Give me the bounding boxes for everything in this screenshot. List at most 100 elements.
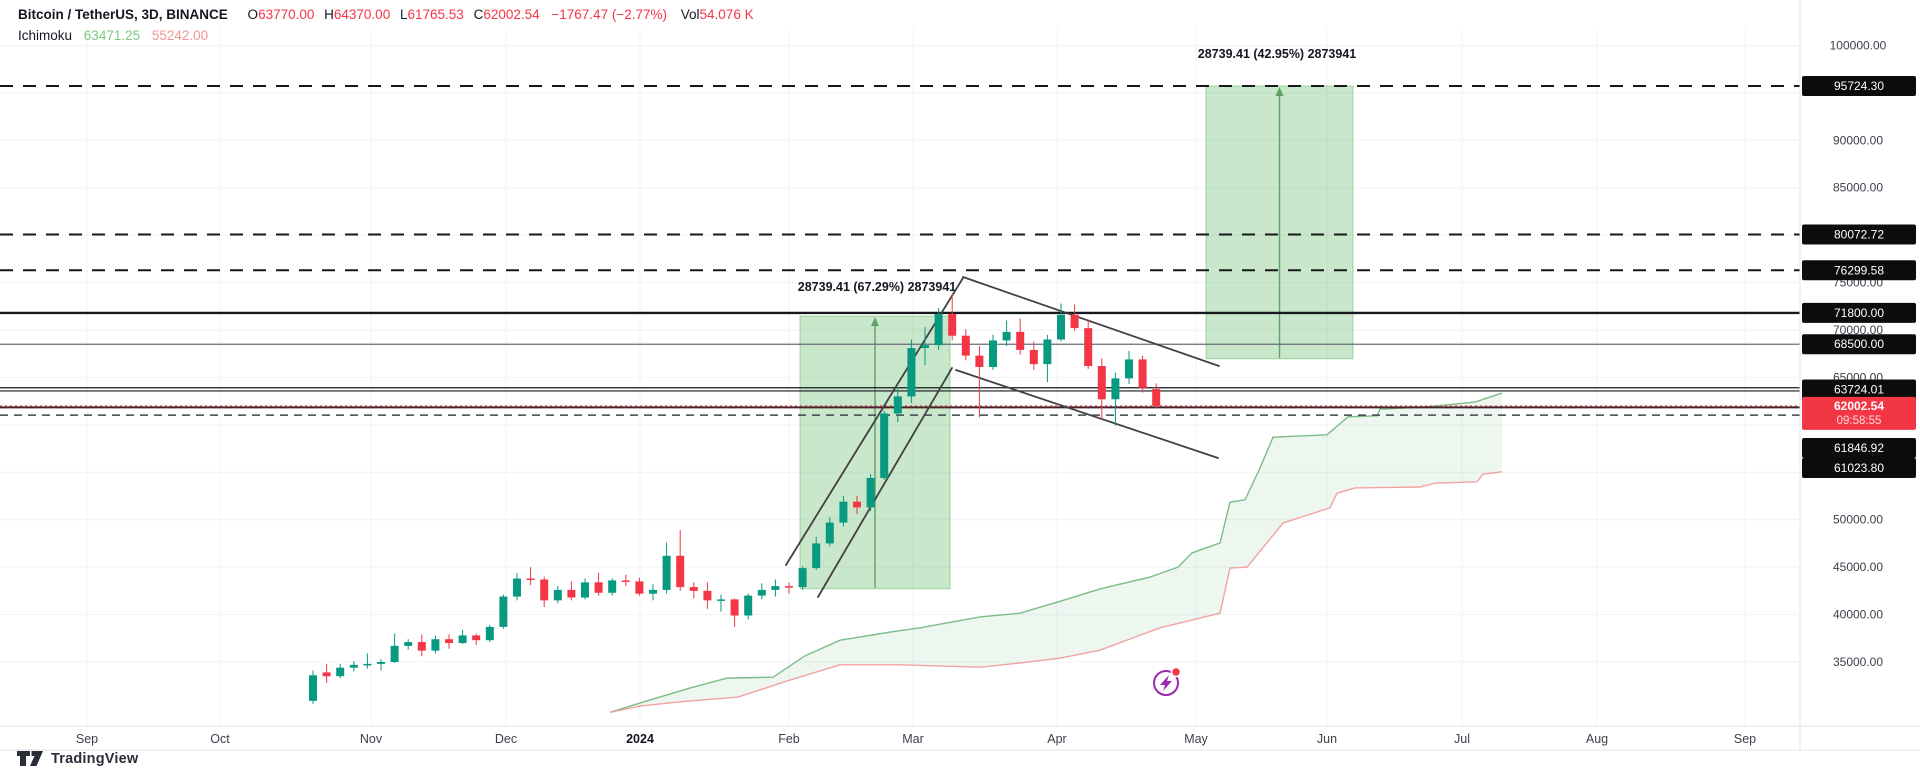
lightning-bolt-icon bbox=[1160, 675, 1172, 691]
candle-body bbox=[839, 501, 848, 523]
price-axis-label: 45000.00 bbox=[1833, 560, 1883, 574]
trendline bbox=[785, 277, 964, 566]
symbol-title[interactable]: Bitcoin / TetherUS, 3D, BINANCE bbox=[18, 7, 228, 22]
candle-body bbox=[621, 580, 630, 582]
notification-dot bbox=[1170, 666, 1182, 678]
time-axis-label: Nov bbox=[360, 732, 383, 746]
price-badge-text: 61023.80 bbox=[1834, 461, 1884, 475]
level-price-badge[interactable]: 71800.00 bbox=[1802, 302, 1916, 323]
price-badge-bg bbox=[1802, 458, 1916, 478]
time-axis-label: Mar bbox=[902, 732, 924, 746]
volume-value: 54.076 K bbox=[699, 7, 754, 22]
price-axis-label: 100000.00 bbox=[1830, 38, 1887, 52]
senkou-span-a-line bbox=[609, 392, 1503, 713]
price-badge-bg bbox=[1802, 260, 1916, 281]
candle-body bbox=[309, 675, 317, 701]
candle-body bbox=[526, 578, 535, 581]
price-badge-bg bbox=[1802, 438, 1916, 458]
price-badge-bg bbox=[1802, 379, 1916, 400]
flash-circle bbox=[1153, 670, 1179, 696]
price-axis-label: 40000.00 bbox=[1833, 608, 1883, 622]
candle-body bbox=[975, 355, 984, 368]
open-value: 63770.00 bbox=[258, 7, 315, 22]
measurement-label: 28739.41 (42.95%) 2873941 bbox=[1198, 47, 1357, 61]
time-axis-label: Sep bbox=[76, 732, 98, 746]
candle-body bbox=[349, 664, 358, 668]
level-price-badge[interactable]: 76299.58 bbox=[1802, 260, 1916, 281]
candle-body bbox=[431, 639, 440, 651]
candles-layer bbox=[309, 293, 1161, 704]
candle-body bbox=[581, 582, 589, 598]
current-price-badge-bg bbox=[1802, 396, 1916, 430]
level-price-badge[interactable]: 80072.72 bbox=[1802, 224, 1916, 245]
candle-body bbox=[363, 663, 372, 666]
candle-body bbox=[540, 579, 549, 601]
indicator-legend[interactable]: Ichimoku 63471.25 55242.00 bbox=[18, 28, 208, 43]
candle-body bbox=[812, 543, 821, 569]
measurement-label: 28739.41 (67.29%) 2873941 bbox=[798, 280, 957, 294]
time-axis-label: Jun bbox=[1317, 732, 1337, 746]
senkou-span-b-line bbox=[609, 471, 1503, 713]
level-price-badge[interactable]: 61023.80 bbox=[1802, 458, 1916, 478]
candle-body bbox=[893, 396, 902, 414]
level-price-badge[interactable]: 95724.30 bbox=[1802, 76, 1916, 96]
price-badge-text: 80072.72 bbox=[1834, 227, 1884, 241]
trendline bbox=[817, 367, 953, 598]
tradingview-logo-icon bbox=[17, 751, 43, 766]
candle-body bbox=[689, 587, 698, 591]
candle-body bbox=[336, 667, 345, 677]
candle-body bbox=[1138, 359, 1147, 388]
candle-body bbox=[866, 477, 875, 508]
trendline bbox=[962, 276, 1220, 367]
candle-body bbox=[703, 590, 712, 601]
candle-body bbox=[472, 635, 481, 641]
level-price-badge[interactable]: 68500.00 bbox=[1802, 334, 1916, 355]
tradingview-brand-text: TradingView bbox=[51, 751, 139, 767]
candle-body bbox=[989, 340, 997, 368]
trendlines-layer bbox=[785, 276, 1220, 598]
time-axis-label: 2024 bbox=[626, 732, 654, 746]
level-price-badge[interactable]: 61846.92 bbox=[1802, 438, 1916, 458]
candle-body bbox=[1097, 366, 1106, 400]
price-levels-layer bbox=[0, 85, 1800, 416]
price-badge-bg bbox=[1802, 302, 1916, 323]
candle-body bbox=[1057, 314, 1065, 340]
price-axis-label: 90000.00 bbox=[1833, 133, 1883, 147]
candle-body bbox=[553, 589, 562, 601]
level-price-badge[interactable]: 63724.01 bbox=[1802, 379, 1916, 400]
current-price-text: 62002.54 bbox=[1834, 399, 1884, 413]
candle-body bbox=[934, 313, 943, 346]
candle-body bbox=[635, 581, 644, 594]
candle-body bbox=[445, 639, 453, 644]
candle-body bbox=[1125, 359, 1133, 379]
current-price-badge[interactable]: 62002.54 09:58:55 bbox=[1802, 396, 1916, 430]
time-axis-label: Jul bbox=[1454, 732, 1470, 746]
price-badge-text: 76299.58 bbox=[1834, 263, 1884, 277]
candle-body bbox=[513, 578, 521, 597]
time-axis-label: Apr bbox=[1047, 732, 1066, 746]
close-label: C bbox=[473, 7, 484, 22]
candle-body bbox=[921, 345, 929, 349]
time-axis-label: Sep bbox=[1734, 732, 1756, 746]
flash-events-icon[interactable] bbox=[1153, 666, 1182, 696]
candle-body bbox=[1084, 328, 1093, 367]
price-axis-area[interactable] bbox=[1800, 0, 1920, 750]
candle-body bbox=[377, 662, 385, 664]
tradingview-attribution[interactable]: TradingView bbox=[17, 751, 138, 767]
candle-body bbox=[499, 596, 508, 627]
symbol-header: Bitcoin / TetherUS, 3D, BINANCE O63770.0… bbox=[18, 7, 754, 22]
bar-countdown-text: 09:58:55 bbox=[1837, 415, 1882, 427]
high-label: H bbox=[324, 7, 334, 22]
candle-body bbox=[1111, 378, 1120, 400]
time-axis-area[interactable] bbox=[0, 726, 1920, 778]
candle-body bbox=[785, 586, 793, 588]
candle-body bbox=[798, 568, 807, 588]
candle-body bbox=[649, 589, 657, 594]
low-value: 61765.53 bbox=[407, 7, 464, 22]
time-axis-label: Oct bbox=[210, 732, 230, 746]
indicator-value-senkou-a: 63471.25 bbox=[83, 28, 141, 43]
candle-body bbox=[757, 589, 766, 596]
